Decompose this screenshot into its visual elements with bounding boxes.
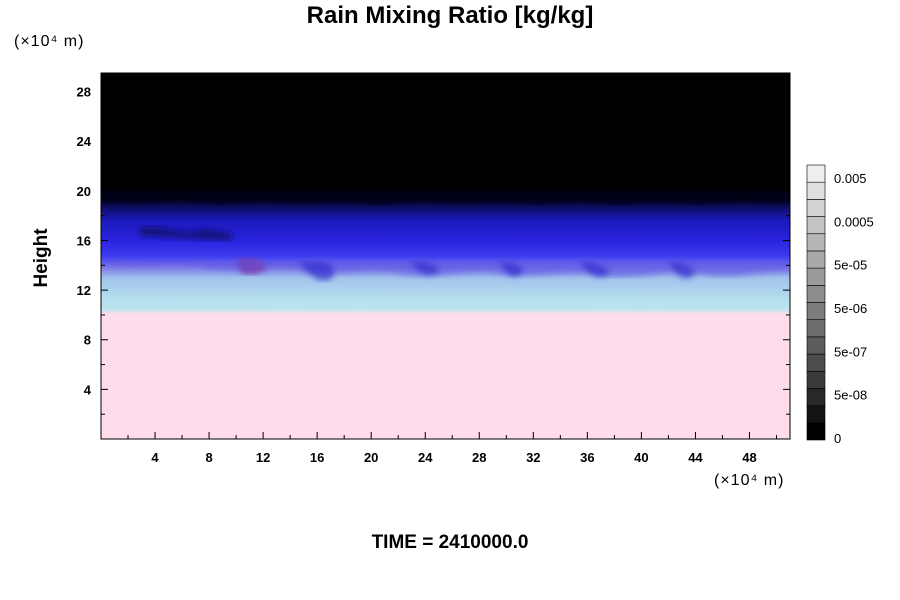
colorbar-swatch bbox=[806, 336, 826, 355]
colorbar-swatch bbox=[806, 181, 826, 200]
colorbar-swatch bbox=[806, 319, 826, 338]
x-tick-label: 20 bbox=[364, 450, 378, 465]
colorbar-swatch bbox=[806, 233, 826, 252]
colorbar-swatch bbox=[806, 199, 826, 217]
colorbar-label: 5e-06 bbox=[834, 301, 867, 316]
x-tick-label: 8 bbox=[205, 450, 212, 465]
colorbar-swatch bbox=[806, 250, 826, 269]
chart-title: Rain Mixing Ratio [kg/kg] bbox=[306, 2, 594, 29]
x-axis: 4 8 12 16 20 24 28 32 36 40 44 48 bbox=[127, 73, 777, 465]
x-tick-label: 24 bbox=[418, 450, 433, 465]
x-axis-unit: (×10⁴ m) bbox=[714, 472, 785, 489]
plot-field bbox=[101, 73, 790, 439]
colorbar-swatch bbox=[806, 302, 826, 320]
colorbar-swatch bbox=[806, 353, 826, 372]
y-tick-label: 24 bbox=[77, 134, 92, 149]
colorbar-swatch bbox=[806, 216, 826, 235]
colorbar-label: 0 bbox=[834, 431, 841, 446]
colorbar-swatch bbox=[806, 267, 826, 286]
y-tick-label: 4 bbox=[84, 382, 92, 397]
x-tick-label: 32 bbox=[526, 450, 540, 465]
y-tick-label: 16 bbox=[77, 233, 91, 248]
y-axis-unit: (×10⁴ m) bbox=[14, 33, 85, 50]
colorbar-label: 0.005 bbox=[834, 171, 867, 186]
x-tick-label: 36 bbox=[580, 450, 594, 465]
colorbar-label: 5e-07 bbox=[834, 344, 867, 359]
x-tick-label: 28 bbox=[472, 450, 486, 465]
plot-frame bbox=[100, 72, 791, 440]
colorbar-label: 0.0005 bbox=[834, 214, 874, 229]
colorbar-swatch bbox=[806, 422, 826, 441]
colorbar-swatch bbox=[806, 285, 826, 303]
plot-turbulence bbox=[101, 190, 790, 310]
x-tick-label: 12 bbox=[256, 450, 270, 465]
x-tick-label: 40 bbox=[634, 450, 648, 465]
colorbar-swatch bbox=[806, 388, 826, 406]
colorbar: 0.005 0.0005 5e-05 5e-06 5e-07 5e-08 0 bbox=[806, 164, 874, 446]
x-tick-label: 48 bbox=[742, 450, 756, 465]
time-annotation: TIME = 2410000.0 bbox=[371, 532, 529, 553]
colorbar-swatch bbox=[806, 370, 826, 389]
y-tick-label: 20 bbox=[77, 184, 91, 199]
colorbar-label: 5e-08 bbox=[834, 388, 867, 403]
y-tick-label: 12 bbox=[77, 283, 91, 298]
x-tick-label: 16 bbox=[310, 450, 324, 465]
colorbar-label: 5e-05 bbox=[834, 258, 867, 273]
colorbar-swatch bbox=[806, 164, 826, 183]
y-tick-label: 8 bbox=[84, 333, 91, 348]
y-axis: 4 8 12 16 20 24 28 bbox=[77, 85, 790, 415]
y-tick-label: 28 bbox=[77, 85, 91, 100]
x-tick-label: 4 bbox=[151, 450, 159, 465]
x-tick-label: 44 bbox=[688, 450, 703, 465]
colorbar-swatch bbox=[806, 405, 826, 424]
